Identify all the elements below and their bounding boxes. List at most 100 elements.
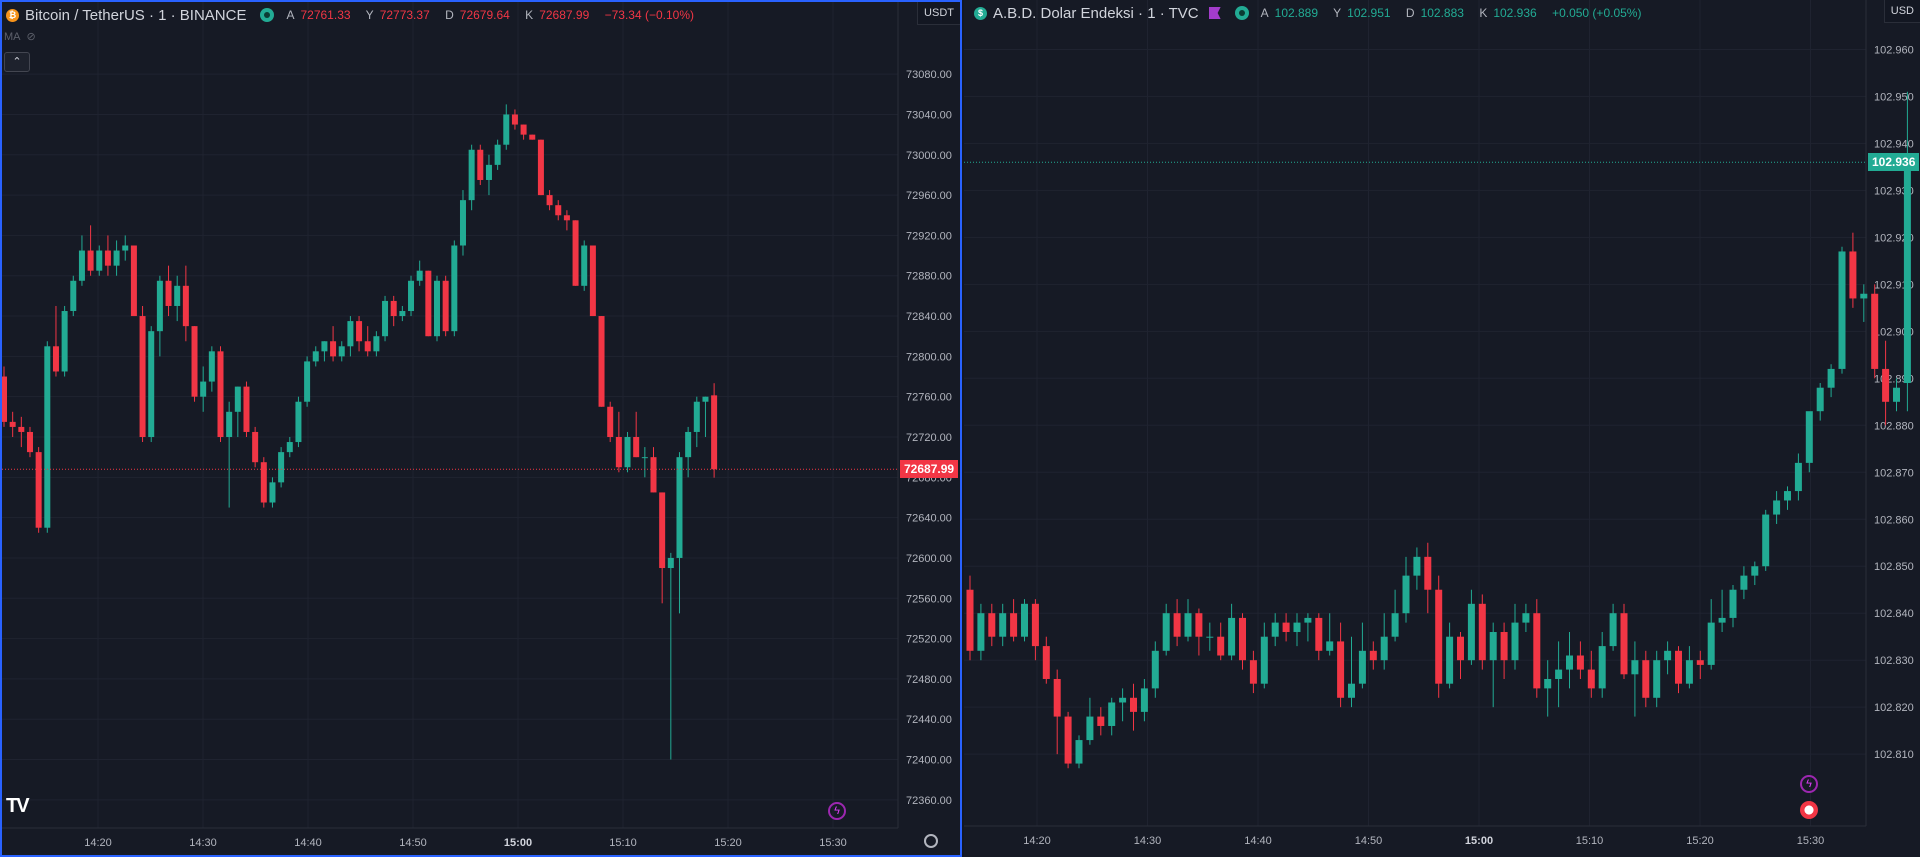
settings-gear-icon[interactable] (924, 834, 938, 848)
flag-icon[interactable] (1208, 7, 1221, 19)
y-tick-label: 72760.00 (906, 392, 952, 404)
btc-chart-pane[interactable]: 73080.00 73040.00 73000.00 72960.00 72920.00… (0, 0, 962, 857)
y-tick-label: 73000.00 (906, 150, 952, 162)
candle-body (1206, 636, 1214, 638)
x-tick-label: 14:20 (1023, 835, 1051, 847)
x-tick-label: 14:40 (294, 837, 322, 849)
candle-body (61, 311, 68, 372)
y-tick-label: 72480.00 (906, 674, 952, 686)
eye-hidden-icon[interactable]: ⊘ (26, 31, 36, 43)
btc-candlestick-chart[interactable]: 73080.00 73040.00 73000.00 72960.00 72920.00… (2, 2, 960, 855)
candle-body (70, 280, 77, 312)
candle-body (1587, 669, 1595, 689)
btc-currency-select[interactable]: USDT (917, 2, 960, 25)
y-tick-label: 102.810 (1874, 749, 1914, 761)
btc-legend: ₿ Bitcoin / TetherUS · 1 · BINANCE A 7276… (2, 6, 700, 24)
candle-body (1751, 566, 1759, 576)
x-tick-label: 14:50 (399, 837, 427, 849)
candle-body (243, 386, 250, 432)
candle-body (148, 331, 155, 437)
candle-body (988, 613, 996, 637)
candle-body (1707, 622, 1715, 665)
candle-body (52, 346, 59, 372)
candle-body (1151, 650, 1159, 689)
dxy-chart-pane[interactable]: 102.960 102.950 102.940 102.930 102.920 102.9… (964, 0, 1920, 857)
us-flag-event-icon[interactable] (1800, 801, 1818, 819)
market-open-icon (260, 8, 275, 22)
dollar-icon: $ (974, 6, 987, 20)
candle-body (1271, 622, 1279, 637)
candle-body (390, 300, 397, 317)
y-tick-label: 72520.00 (906, 634, 952, 646)
dxy-candlestick-chart[interactable]: 102.960 102.950 102.940 102.930 102.920 102.9… (964, 0, 1920, 857)
candle-body (1380, 636, 1388, 661)
candle-body (702, 396, 709, 402)
candle-body (1533, 613, 1541, 689)
candle-body (1827, 368, 1835, 388)
candle-body (1173, 613, 1181, 637)
candle-body (1010, 613, 1018, 637)
candle-body (87, 250, 94, 271)
candle-body (546, 195, 553, 206)
lightning-event-icon[interactable]: ϟ (828, 802, 846, 820)
candle-body (1467, 603, 1475, 661)
candle-body (693, 401, 700, 432)
candle-body (1664, 650, 1672, 661)
candle-body (295, 401, 302, 443)
lightning-event-icon[interactable]: ϟ (1800, 775, 1818, 793)
candle-body (485, 164, 492, 180)
y-tick-label: 72880.00 (906, 271, 952, 283)
candle-body (1042, 646, 1050, 679)
y-tick-label: 102.910 (1874, 279, 1914, 291)
tradingview-logo[interactable]: TV (6, 795, 30, 817)
candle-body (382, 300, 389, 337)
candle-body (1457, 636, 1464, 661)
y-tick-label: 102.940 (1874, 138, 1914, 150)
candle-body (1773, 500, 1781, 515)
collapse-legend-button[interactable]: ⌃ (4, 52, 30, 72)
candle-body (156, 280, 163, 332)
candle-body (1358, 650, 1366, 684)
bitcoin-icon: ₿ (6, 8, 19, 22)
x-tick-label: 14:50 (1355, 835, 1383, 847)
btc-symbol-title[interactable]: Bitcoin / TetherUS · 1 · BINANCE (25, 6, 247, 24)
candle-body (555, 205, 562, 216)
ma-indicator-row[interactable]: MA ⊘ (4, 30, 36, 44)
candle-body (425, 270, 432, 337)
dxy-currency-select[interactable]: USD (1883, 0, 1920, 23)
y-tick-label: 102.880 (1874, 420, 1914, 432)
candle-body (563, 215, 570, 221)
candle-body (182, 285, 189, 327)
candle-body (1871, 293, 1879, 369)
candle-body (451, 245, 458, 332)
candle-body (434, 280, 440, 337)
candle-body (191, 326, 198, 397)
x-tick-label: 14:30 (1134, 835, 1162, 847)
dxy-symbol-title[interactable]: A.B.D. Dolar Endeksi · 1 · TVC (993, 4, 1199, 22)
candle-body (1021, 603, 1028, 637)
candle-body (408, 280, 415, 312)
candle-body (1446, 636, 1454, 684)
candle-body (1119, 697, 1127, 703)
candle-body (122, 245, 129, 251)
candle-body (1609, 613, 1617, 647)
candle-body (278, 452, 285, 483)
candle-body (200, 381, 207, 397)
candle-body (1555, 669, 1563, 679)
x-tick-label: 15:30 (819, 837, 847, 849)
y-tick-label: 102.900 (1874, 326, 1914, 338)
candle-body (615, 437, 622, 468)
candle-body (1053, 678, 1061, 717)
y-tick-label: 102.960 (1874, 44, 1914, 56)
y-tick-label: 72640.00 (906, 513, 952, 525)
candle-body (1075, 740, 1083, 764)
candle-body (494, 144, 501, 165)
candle-body (1369, 650, 1377, 661)
candle-body (1860, 293, 1868, 299)
y-tick-label: 102.860 (1874, 514, 1914, 526)
candle-body (1718, 617, 1726, 623)
candle-body (1620, 613, 1628, 675)
market-open-icon (1234, 6, 1249, 20)
candle-body (1598, 646, 1606, 689)
candle-body (459, 200, 466, 246)
